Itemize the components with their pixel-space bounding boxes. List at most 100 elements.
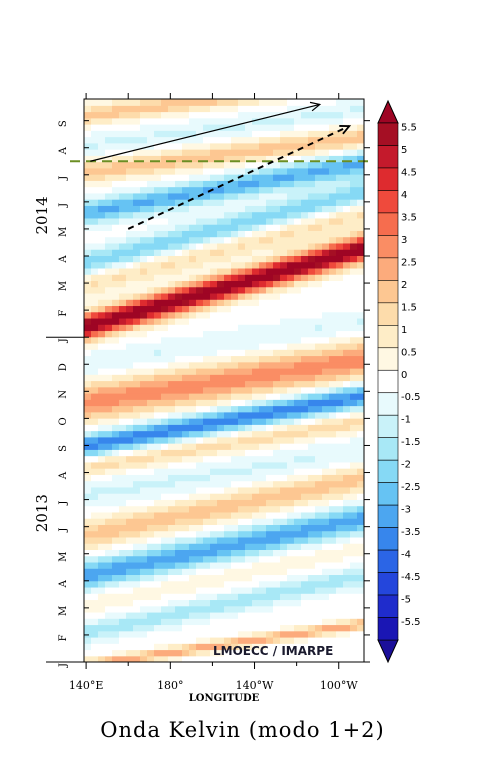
heatmap-cell xyxy=(133,561,141,569)
heatmap-cell xyxy=(210,117,218,125)
heatmap-cell xyxy=(287,342,295,350)
heatmap-cell xyxy=(105,374,113,382)
heatmap-cell xyxy=(322,411,330,419)
heatmap-cell xyxy=(210,349,218,357)
heatmap-cell xyxy=(147,518,155,525)
heatmap-cell xyxy=(315,530,323,538)
heatmap-cell xyxy=(175,317,183,325)
heatmap-cell xyxy=(217,499,225,507)
heatmap-cell xyxy=(266,167,274,175)
heatmap-cell xyxy=(329,261,337,269)
heatmap-cell xyxy=(357,618,364,626)
heatmap-cell xyxy=(175,224,183,231)
heatmap-cell xyxy=(119,130,127,138)
heatmap-cell xyxy=(224,586,232,594)
heatmap-cell xyxy=(273,549,281,557)
heatmap-cell xyxy=(357,274,364,282)
heatmap-cell xyxy=(154,386,162,394)
heatmap-cell xyxy=(266,161,274,169)
heatmap-cell xyxy=(140,630,148,638)
heatmap-cell xyxy=(238,430,246,438)
heatmap-cell xyxy=(301,486,309,494)
heatmap-cell xyxy=(112,111,120,119)
colorbar-swatch xyxy=(377,504,399,528)
heatmap-cell xyxy=(84,361,92,369)
heatmap-cell xyxy=(126,142,134,150)
heatmap-cell xyxy=(343,430,351,438)
heatmap-cell xyxy=(294,205,302,213)
heatmap-cell xyxy=(259,355,267,363)
heatmap-cell xyxy=(140,324,148,332)
heatmap-cell xyxy=(175,255,183,263)
heatmap-cell xyxy=(182,543,190,550)
heatmap-cell xyxy=(203,449,211,457)
heatmap-cell xyxy=(210,330,218,338)
heatmap-cell xyxy=(154,349,162,357)
heatmap-cell xyxy=(315,99,323,106)
heatmap-cell xyxy=(182,136,190,144)
heatmap-cell xyxy=(238,149,246,156)
heatmap-cell xyxy=(280,342,288,350)
heatmap-cell xyxy=(133,167,141,175)
heatmap-cell xyxy=(315,636,323,644)
heatmap-cell xyxy=(154,217,162,225)
heatmap-cell xyxy=(203,655,211,662)
y-month-label: J xyxy=(58,528,69,533)
heatmap-cell xyxy=(126,605,134,613)
heatmap-cell xyxy=(91,493,99,500)
heatmap-cell xyxy=(259,305,267,313)
heatmap-cell xyxy=(217,242,225,250)
heatmap-cell xyxy=(112,624,120,632)
heatmap-cell xyxy=(280,280,288,288)
heatmap-cell xyxy=(294,655,302,662)
heatmap-cell xyxy=(343,511,351,519)
colorbar-swatch xyxy=(377,527,399,551)
heatmap-cell xyxy=(266,568,274,576)
heatmap-cell xyxy=(315,580,323,588)
heatmap-cell xyxy=(175,124,183,131)
heatmap-cell xyxy=(350,511,358,519)
heatmap-cell xyxy=(287,486,295,494)
heatmap-cell xyxy=(147,649,155,657)
heatmap-cell xyxy=(273,474,281,482)
heatmap-cell xyxy=(343,455,351,463)
heatmap-cell xyxy=(308,636,316,644)
heatmap-cell xyxy=(294,217,302,225)
heatmap-cell xyxy=(259,474,267,482)
heatmap-cell xyxy=(350,568,358,576)
heatmap-cell xyxy=(168,161,176,169)
heatmap-cell xyxy=(119,636,127,644)
heatmap-cell xyxy=(182,605,190,613)
heatmap-cell xyxy=(343,586,351,594)
heatmap-cell xyxy=(189,142,197,150)
heatmap-cell xyxy=(196,105,204,113)
heatmap-cell xyxy=(98,399,106,407)
heatmap-cell xyxy=(224,511,232,519)
heatmap-cell xyxy=(126,380,134,388)
heatmap-cell xyxy=(91,499,99,507)
heatmap-cell xyxy=(112,317,120,325)
heatmap-cell xyxy=(175,493,183,500)
heatmap-cell xyxy=(189,549,197,557)
heatmap-cell xyxy=(287,568,295,576)
heatmap-cell xyxy=(217,399,225,407)
heatmap-cell xyxy=(147,280,155,288)
heatmap-cell xyxy=(133,493,141,500)
heatmap-cell xyxy=(189,342,197,350)
heatmap-cell xyxy=(238,311,246,319)
heatmap-cell xyxy=(91,186,99,194)
heatmap-cell xyxy=(322,393,330,400)
heatmap-cell xyxy=(343,274,351,282)
heatmap-cell xyxy=(308,524,316,532)
heatmap-cell xyxy=(126,543,134,550)
heatmap-cell xyxy=(224,336,232,344)
colorbar-swatch xyxy=(377,617,399,641)
heatmap-cell xyxy=(308,455,316,463)
heatmap-cell xyxy=(336,449,344,457)
heatmap-cell xyxy=(252,599,260,607)
heatmap-cell xyxy=(336,386,344,394)
heatmap-cell xyxy=(84,655,92,662)
heatmap-cell xyxy=(147,249,155,256)
heatmap-cell xyxy=(245,317,253,325)
heatmap-cell xyxy=(238,99,246,106)
